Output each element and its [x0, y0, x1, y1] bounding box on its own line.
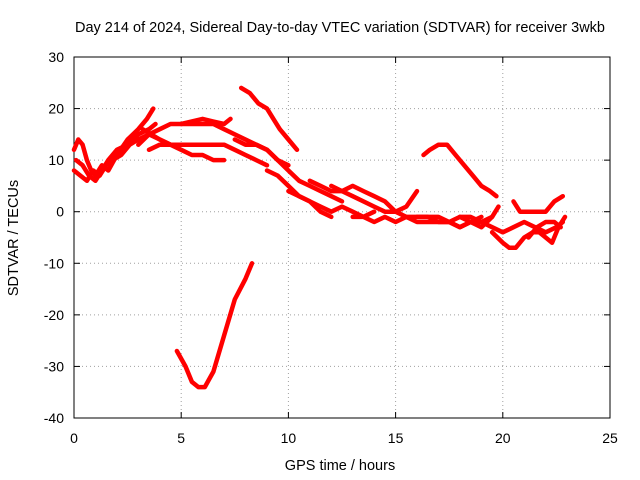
series-line-track-i — [238, 85, 300, 153]
x-tick-label: 10 — [281, 430, 297, 446]
series-line-track-q — [457, 214, 566, 235]
y-tick-label: 10 — [48, 152, 64, 168]
x-tick-label: 5 — [177, 430, 185, 446]
y-tick-label: -10 — [44, 255, 64, 271]
series-line-track-h — [232, 137, 345, 204]
series-group — [71, 85, 568, 390]
y-tick-label: 20 — [48, 101, 64, 117]
series-line-track-s — [511, 193, 566, 214]
series-line-track-f — [146, 142, 270, 168]
y-tick-label: -40 — [44, 410, 64, 426]
series-line-track-u — [174, 261, 255, 390]
x-tick-label: 20 — [495, 430, 511, 446]
series-line-track-c — [73, 121, 158, 184]
y-tick-label: 0 — [56, 204, 64, 220]
series-line-track-t — [526, 219, 563, 240]
series-line-track-p — [421, 142, 499, 199]
x-tick-label: 0 — [70, 430, 78, 446]
series-line-track-g — [178, 116, 233, 127]
series-line-track-o — [414, 204, 501, 230]
plot-frame — [73, 56, 611, 419]
x-axis-label: GPS time / hours — [285, 458, 395, 474]
series-line-track-a — [71, 106, 156, 178]
grid — [74, 57, 610, 418]
y-axis-label: SDTVAR / TECUs — [6, 180, 22, 296]
y-tick-label: 30 — [48, 49, 64, 65]
x-tick-label: 25 — [602, 430, 618, 446]
y-tick-label: -30 — [44, 358, 64, 374]
series-line-track-d — [140, 126, 227, 163]
axis-ticks: 0 5 10 15 20 25 -40 -30 -20 -10 0 10 20 30 — [44, 49, 618, 446]
series-line-track-l — [307, 178, 420, 214]
y-tick-label: -20 — [44, 307, 64, 323]
chart-title: Day 214 of 2024, Sidereal Day-to-day VTE… — [75, 20, 605, 36]
x-tick-label: 15 — [388, 430, 404, 446]
